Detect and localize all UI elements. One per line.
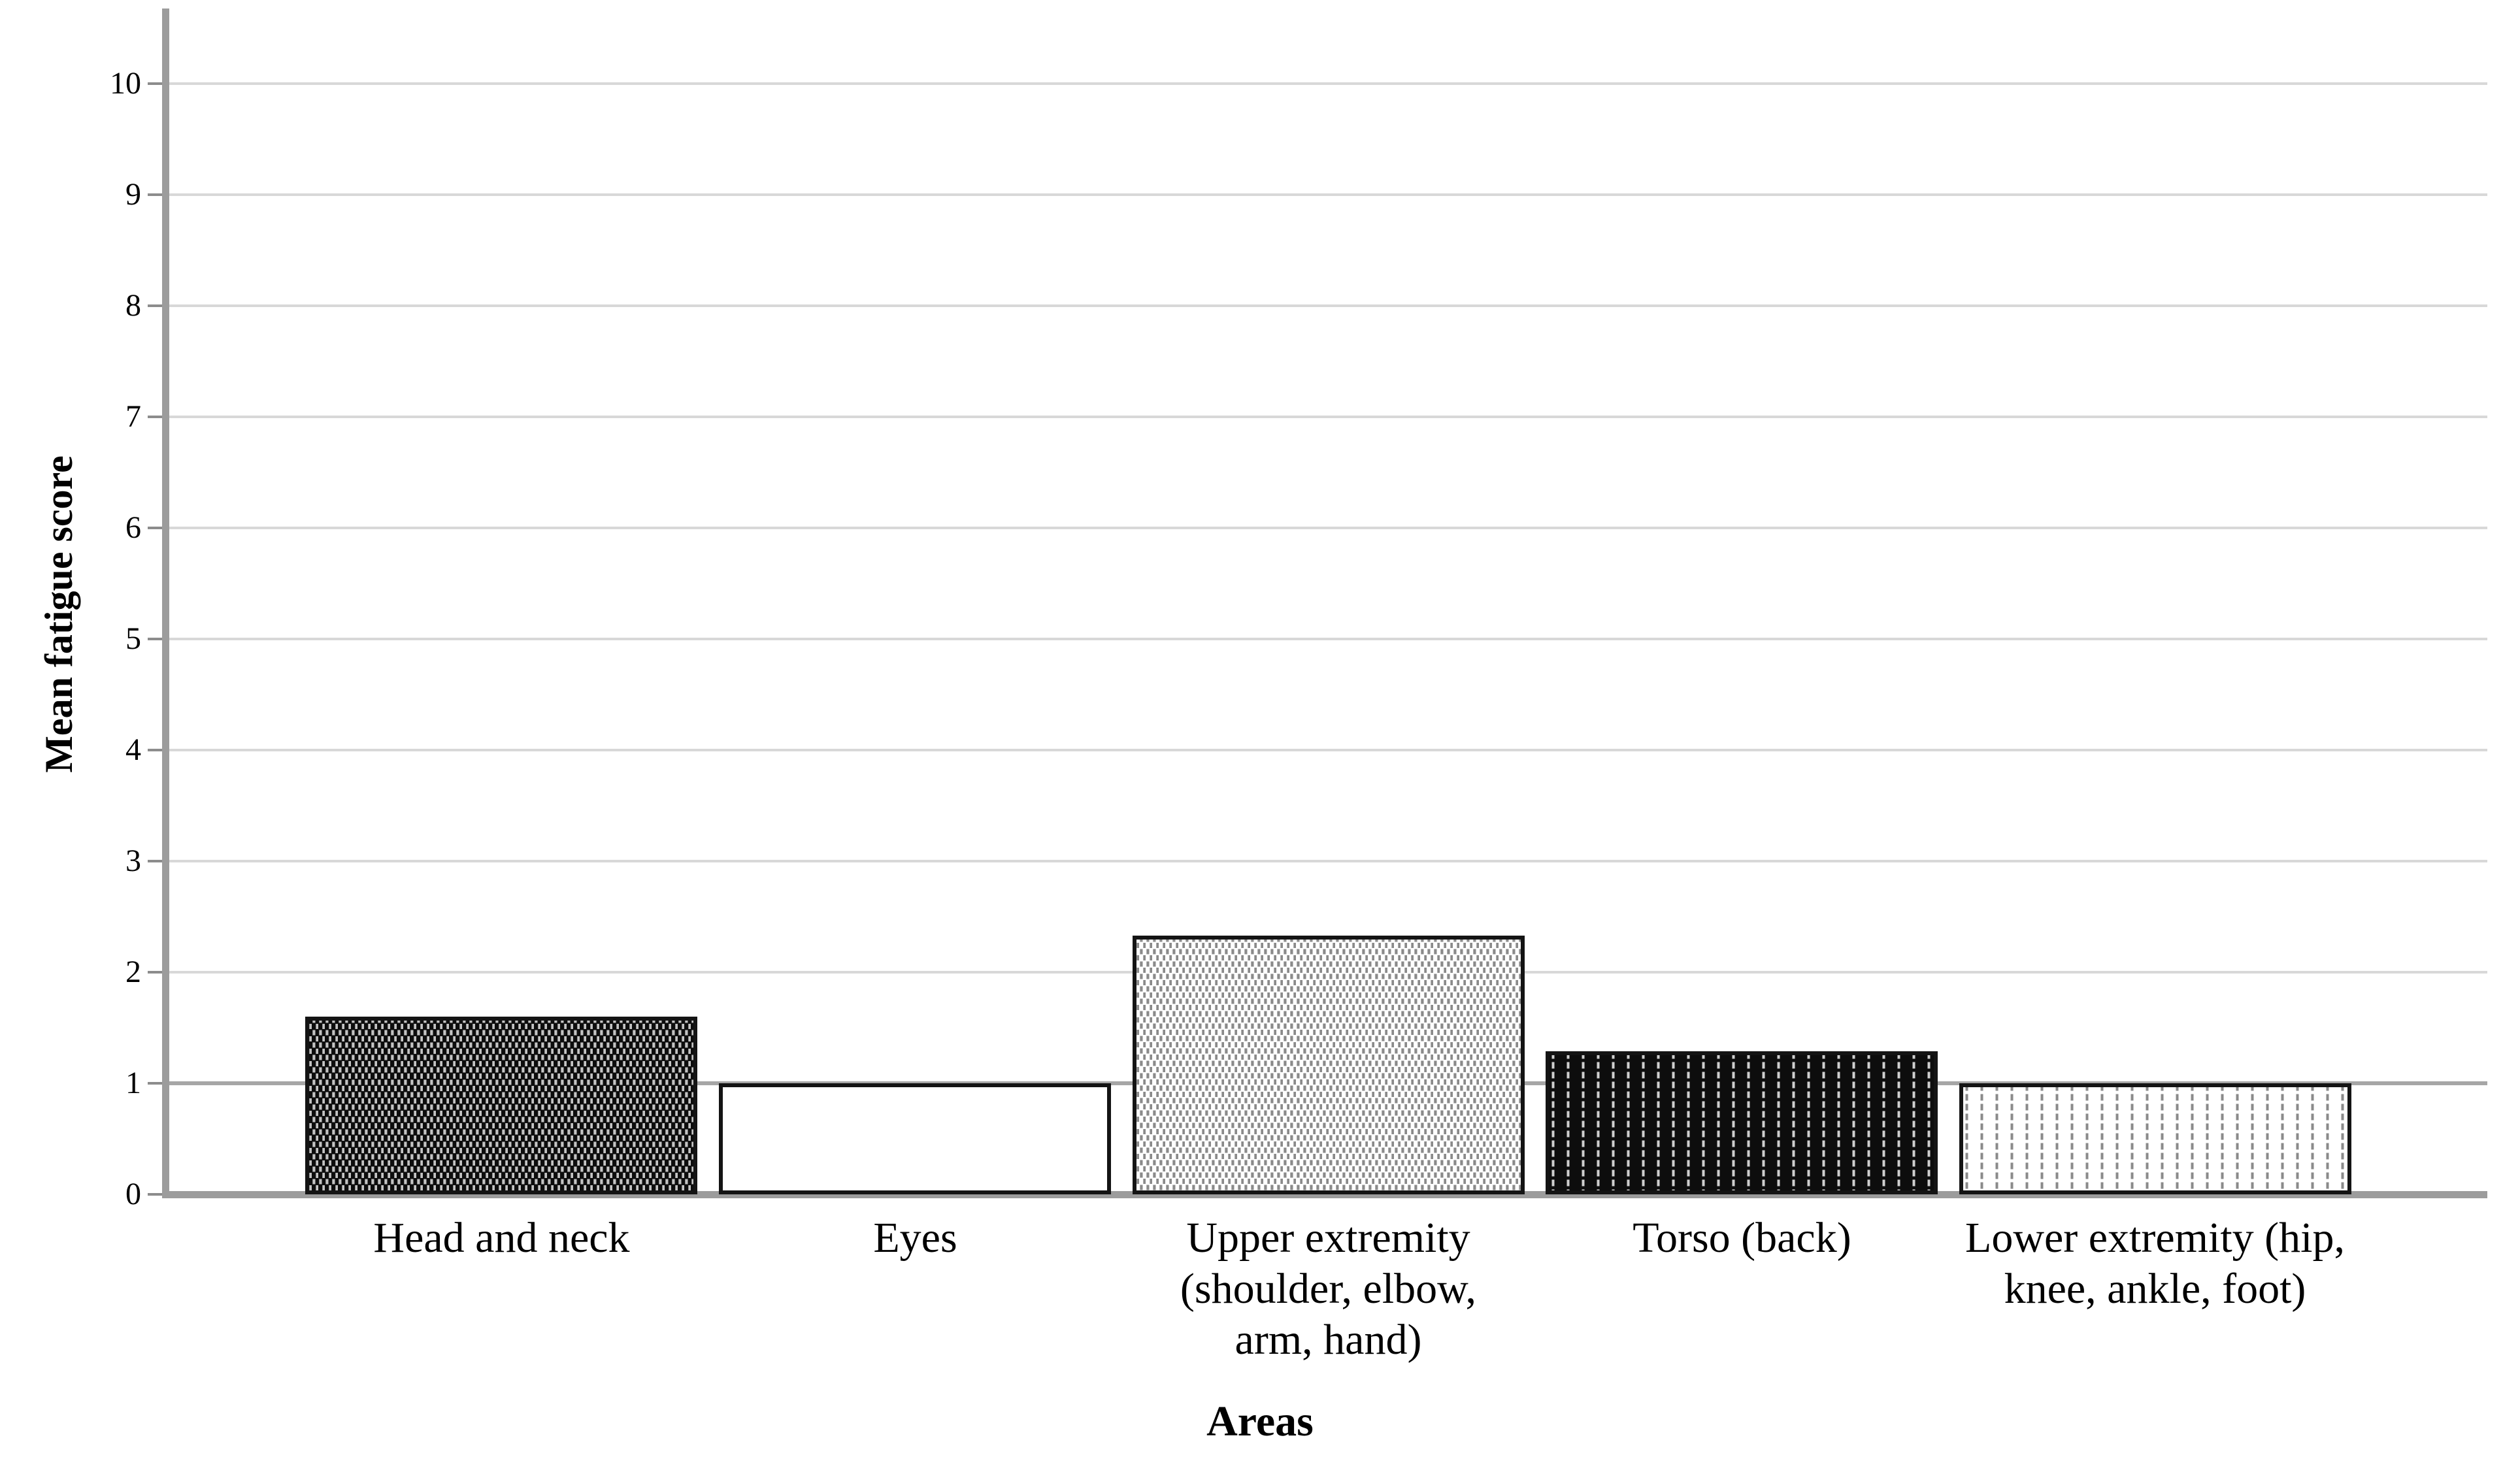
y-tick-label-2: 2 bbox=[125, 955, 141, 989]
bar-2-eyes bbox=[719, 1083, 1111, 1194]
bar-fill-vertical-white-dashed-lines-on-black bbox=[1546, 1051, 1938, 1194]
y-tick-mark-0 bbox=[148, 1193, 162, 1196]
y-axis-line bbox=[162, 8, 169, 1198]
gridline-y7 bbox=[169, 416, 2487, 418]
y-tick-label-5: 5 bbox=[125, 621, 141, 656]
y-tick-label-4: 4 bbox=[125, 732, 141, 767]
y-tick-label-9: 9 bbox=[125, 177, 141, 212]
y-tick-label-0: 0 bbox=[125, 1177, 141, 1211]
bar-3-upper-extremity-shoulder-elbow-arm-hand bbox=[1133, 936, 1525, 1194]
gridline-y6 bbox=[169, 527, 2487, 529]
category-label-4: Torso (back) bbox=[1633, 1214, 1851, 1262]
category-label-1: Head and neck bbox=[373, 1214, 630, 1262]
gridline-y4 bbox=[169, 749, 2487, 751]
category-label-2: Eyes bbox=[873, 1214, 957, 1262]
bar-5-lower-extremity-hip-knee-ankle-foot bbox=[1959, 1083, 2351, 1194]
bar-fill-solid-white bbox=[719, 1083, 1111, 1194]
y-tick-mark-3 bbox=[148, 860, 162, 862]
y-tick-label-3: 3 bbox=[125, 843, 141, 878]
y-tick-label-8: 8 bbox=[125, 288, 141, 323]
gridline-y5 bbox=[169, 638, 2487, 640]
y-tick-mark-9 bbox=[148, 193, 162, 196]
bar-1-head-and-neck bbox=[305, 1017, 697, 1194]
y-tick-label-6: 6 bbox=[125, 510, 141, 545]
x-axis-title: Areas bbox=[1206, 1398, 1314, 1445]
gridline-y8 bbox=[169, 304, 2487, 307]
bar-4-torso-back bbox=[1546, 1051, 1938, 1194]
gridline-y10 bbox=[169, 82, 2487, 85]
bar-fill-vertical-gray-dashed-lines-on-white bbox=[1959, 1083, 2351, 1194]
y-tick-mark-10 bbox=[148, 82, 162, 85]
y-tick-mark-5 bbox=[148, 638, 162, 640]
bar-fill-checker-white-dashes-on-black bbox=[305, 1017, 697, 1194]
y-tick-mark-1 bbox=[148, 1082, 162, 1085]
x-axis-line bbox=[162, 1191, 2487, 1198]
category-label-5: Lower extremity (hip, knee, ankle, foot) bbox=[1965, 1214, 2345, 1313]
y-tick-mark-2 bbox=[148, 971, 162, 974]
gridline-y3 bbox=[169, 860, 2487, 862]
y-tick-mark-4 bbox=[148, 749, 162, 751]
y-tick-mark-6 bbox=[148, 527, 162, 529]
y-tick-label-10: 10 bbox=[110, 66, 141, 101]
y-tick-mark-8 bbox=[148, 304, 162, 307]
category-label-3: Upper extremity (shoulder, elbow, arm, h… bbox=[1180, 1214, 1477, 1364]
y-tick-mark-7 bbox=[148, 416, 162, 418]
y-tick-label-1: 1 bbox=[125, 1066, 141, 1100]
gridline-y9 bbox=[169, 193, 2487, 196]
bar-fill-checker-gray-dashes-on-white bbox=[1133, 936, 1525, 1194]
y-tick-label-7: 7 bbox=[125, 399, 141, 434]
